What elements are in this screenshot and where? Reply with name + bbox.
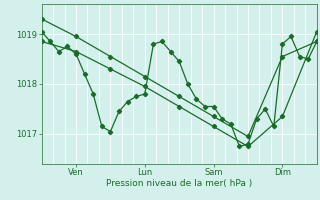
X-axis label: Pression niveau de la mer( hPa ): Pression niveau de la mer( hPa )	[106, 179, 252, 188]
